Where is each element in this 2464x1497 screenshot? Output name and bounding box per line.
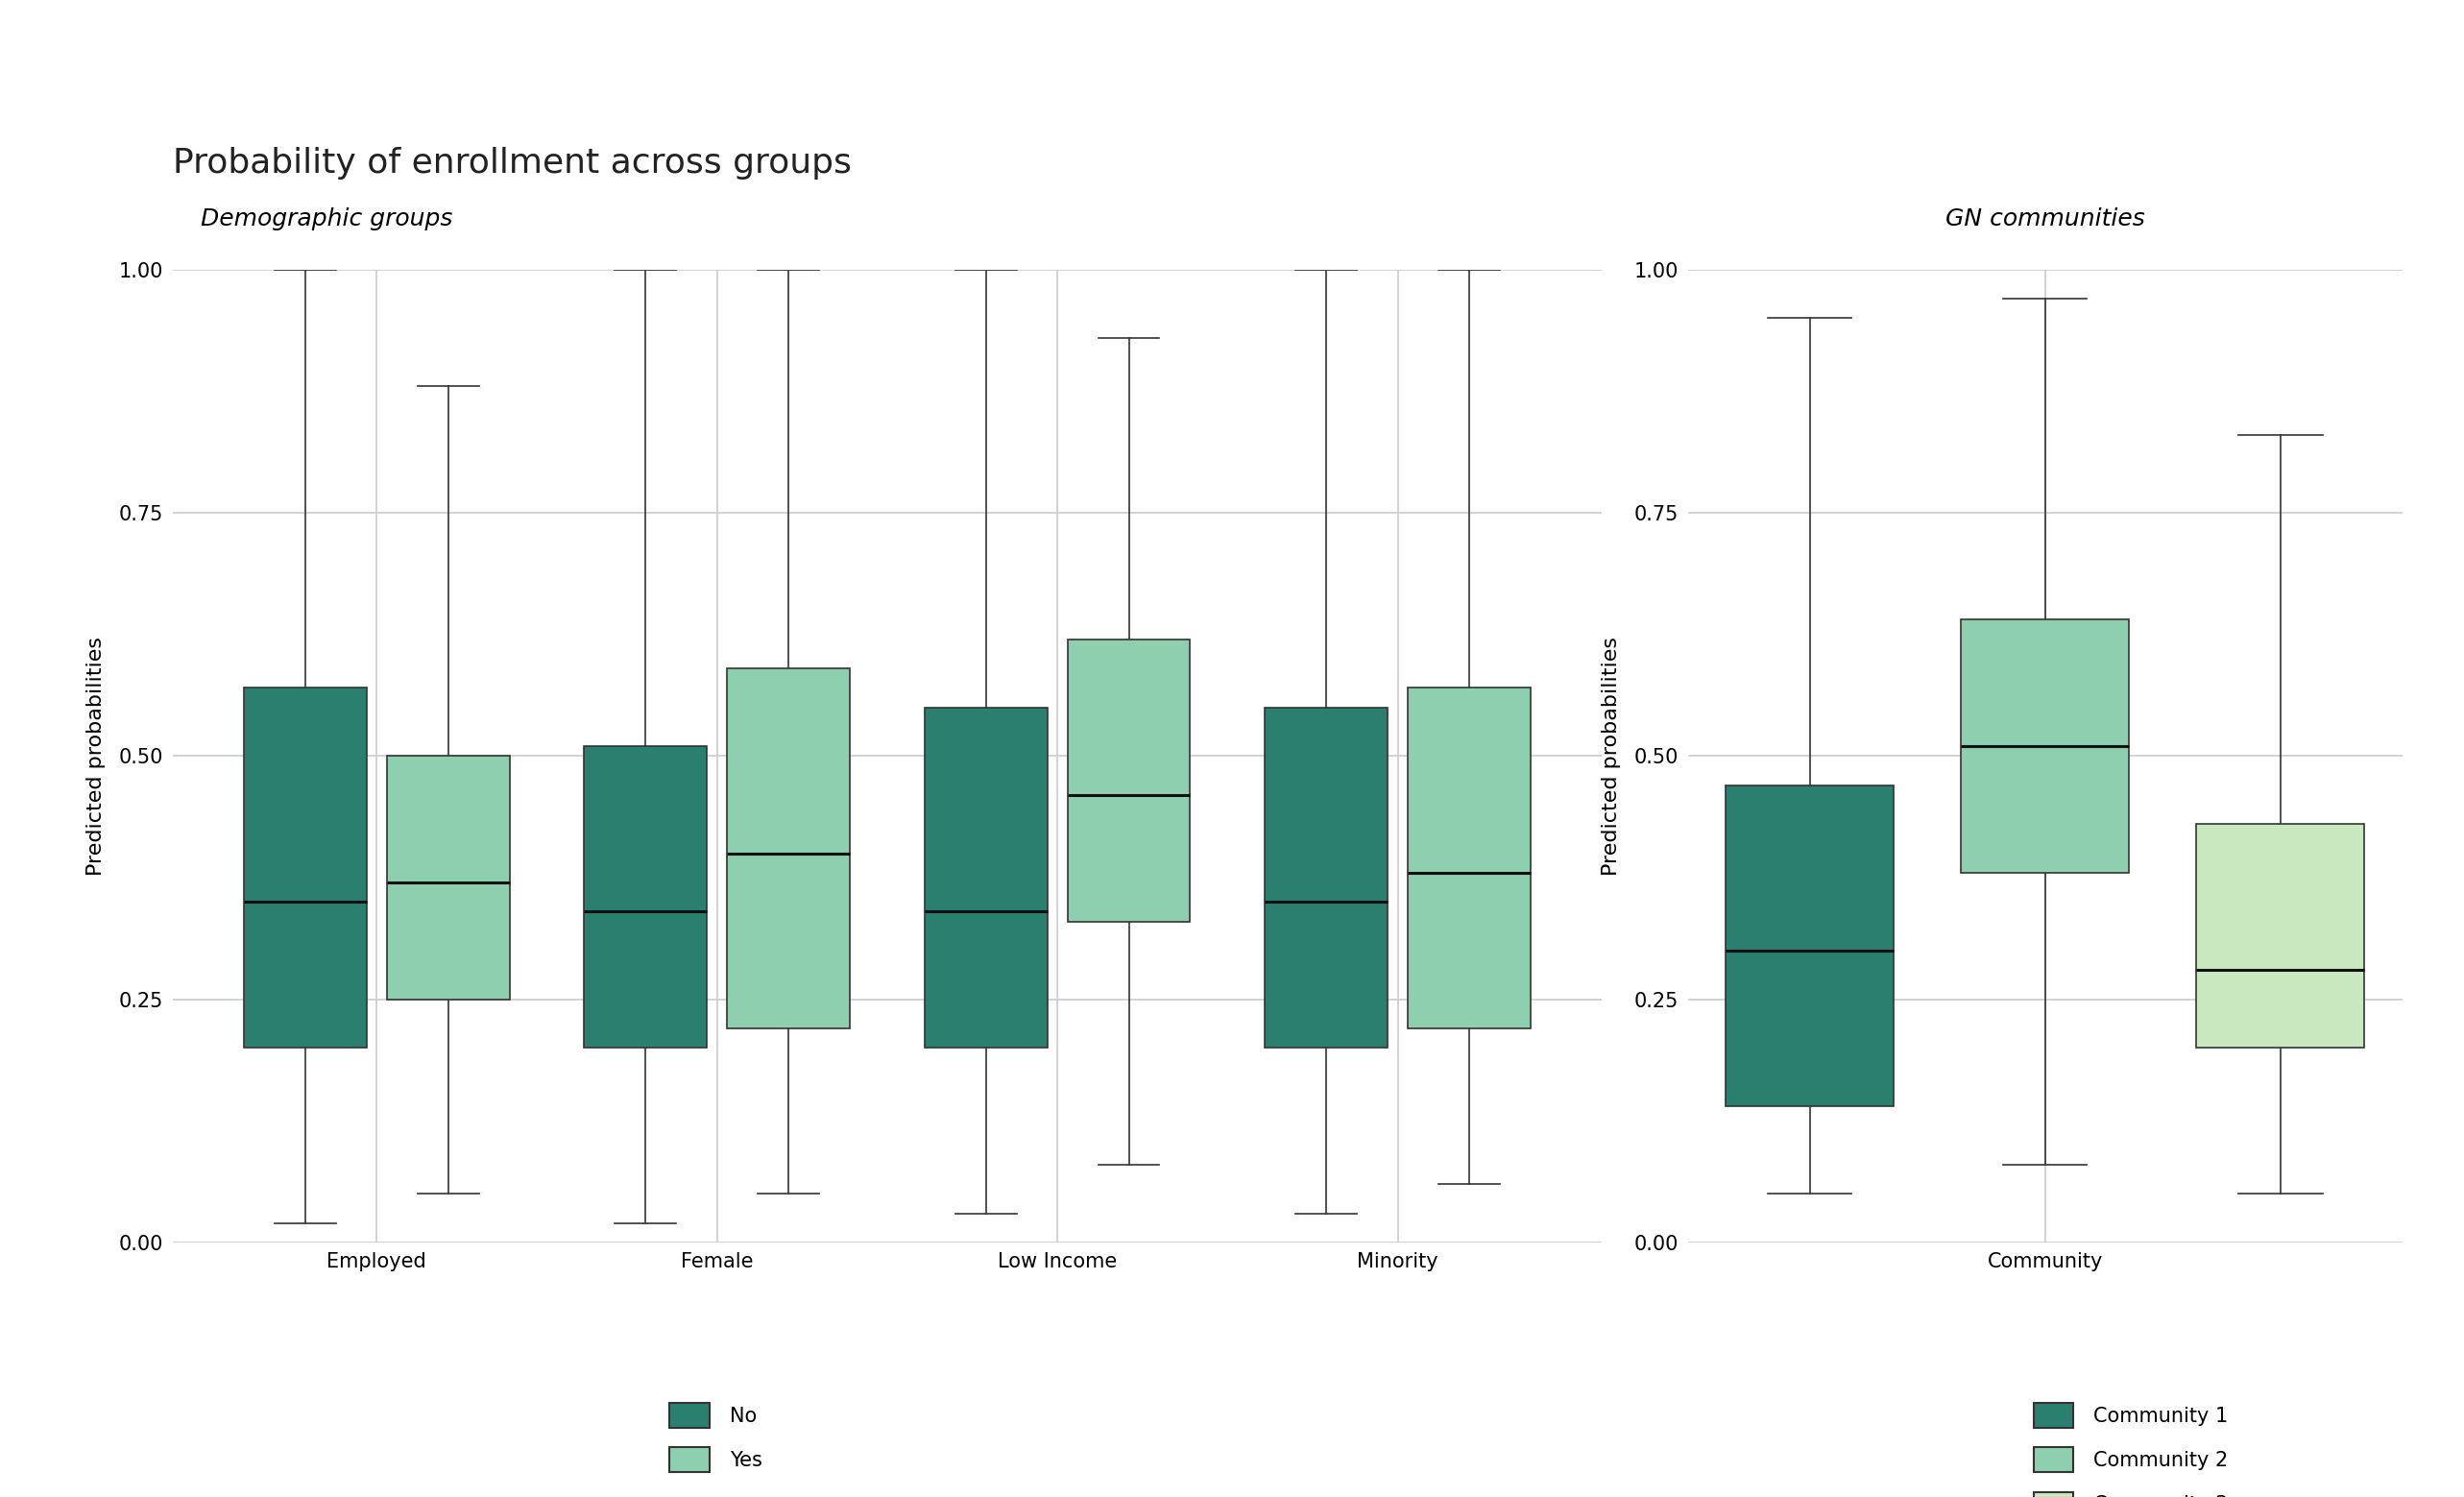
Legend: No, Yes: No, Yes: [646, 1379, 786, 1496]
PathPatch shape: [1264, 708, 1387, 1048]
Y-axis label: Predicted probabilities: Predicted probabilities: [1602, 636, 1621, 876]
PathPatch shape: [1067, 639, 1190, 921]
Text: Demographic groups: Demographic groups: [202, 208, 453, 231]
Text: GN communities: GN communities: [1944, 208, 2144, 231]
PathPatch shape: [924, 708, 1047, 1048]
PathPatch shape: [244, 689, 367, 1048]
PathPatch shape: [1725, 786, 1895, 1106]
Y-axis label: Predicted probabilities: Predicted probabilities: [86, 636, 106, 876]
PathPatch shape: [1407, 689, 1530, 1028]
PathPatch shape: [727, 669, 850, 1028]
PathPatch shape: [2195, 823, 2365, 1048]
PathPatch shape: [387, 756, 510, 1000]
PathPatch shape: [1961, 620, 2129, 873]
PathPatch shape: [584, 747, 707, 1048]
Legend: Community 1, Community 2, Community 3: Community 1, Community 2, Community 3: [2011, 1379, 2252, 1497]
Text: Probability of enrollment across groups: Probability of enrollment across groups: [172, 147, 850, 180]
